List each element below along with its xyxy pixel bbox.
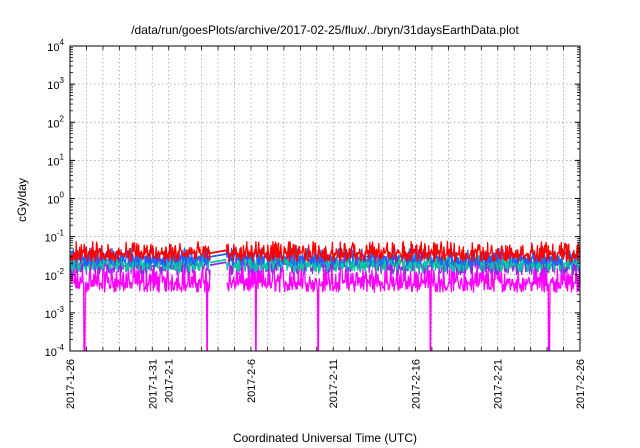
- series-gap-connector: [209, 258, 227, 264]
- y-tick-label: 10-3: [45, 305, 65, 321]
- y-tick-label: 103: [47, 76, 64, 92]
- axes: 10-4 10-3 10-2 10-1 100 101 102 103 104 2017-1-26…: [45, 38, 587, 409]
- y-tick-label: 101: [47, 152, 64, 168]
- y-tick-label: 100: [47, 191, 64, 207]
- series-gap-connector: [209, 249, 227, 255]
- series-layer: [70, 240, 580, 351]
- x-tick-label: 2017-2-16: [410, 359, 422, 409]
- y-tick-label: 10-4: [45, 343, 65, 359]
- chart-title: /data/run/goesPlots/archive/2017-02-25/f…: [131, 23, 519, 37]
- y-tick-label: 10-1: [45, 229, 65, 245]
- x-tick-label: 2017-2-26: [575, 359, 587, 409]
- grid: [70, 46, 580, 351]
- series-gap-connector: [209, 261, 227, 267]
- plot-series-group: [70, 240, 580, 351]
- x-tick-label: 2017-2-6: [246, 359, 258, 403]
- x-tick-label: 2017-2-11: [328, 359, 340, 408]
- series-line: [70, 240, 211, 263]
- y-tick-label: 10-2: [45, 267, 65, 283]
- y-tick-label: 102: [47, 114, 64, 130]
- y-axis-label: cGy/day: [15, 178, 29, 222]
- x-tick-label: 2017-2-1: [164, 359, 176, 403]
- series-line: [225, 240, 580, 263]
- x-tick-label: 2017-1-26: [65, 359, 77, 409]
- y-tick-label: 104: [47, 38, 64, 54]
- x-axis-label: Coordinated Universal Time (UTC): [233, 431, 417, 445]
- series-gap-connector: [209, 253, 227, 258]
- series-line: [226, 262, 580, 351]
- x-tick-label: 2017-2-21: [493, 359, 505, 409]
- x-tick-label: 2017-1-31: [147, 359, 159, 409]
- series-line: [70, 262, 211, 351]
